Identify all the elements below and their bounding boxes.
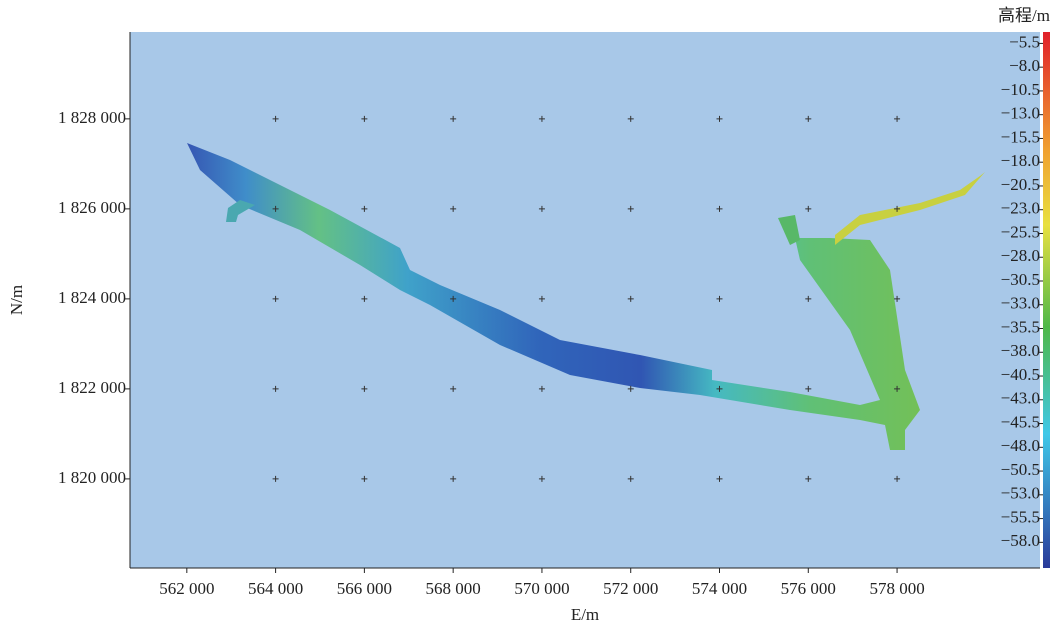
colorbar-tick-label: −20.5 [1001,175,1040,194]
colorbar-tick-label: −8.0 [1009,56,1040,75]
colorbar-tick-label: −55.5 [1001,507,1040,526]
y-tick-label: 1 828 000 [58,108,126,127]
colorbar-tick-label: −33.0 [1001,294,1040,313]
colorbar-tick-label: −5.5 [1009,32,1040,51]
colorbar-tick-label: −25.5 [1001,222,1040,241]
colorbar-tick-label: −50.5 [1001,460,1040,479]
x-tick-label: 574 000 [692,579,747,598]
colorbar-tick-label: −30.5 [1001,270,1040,289]
chart: 高程/m E/m N/m 562 000 564 000 566 000 568 00… [0,0,1056,631]
colorbar-tick-label: −15.5 [1001,127,1040,146]
y-tick-label: 1 826 000 [58,198,126,217]
colorbar-tick-label: −38.0 [1001,341,1040,360]
x-tick-label: 576 000 [781,579,836,598]
colorbar-tick-label: −45.5 [1001,412,1040,431]
y-tick-label: 1 822 000 [58,378,126,397]
colorbar-tick-label: −18.0 [1001,151,1040,170]
x-axis-label: E/m [571,605,599,624]
x-tick-label: 566 000 [337,579,392,598]
colorbar-tick-label: −40.5 [1001,365,1040,384]
y-tick-label: 1 820 000 [58,468,126,487]
x-tick-label: 572 000 [603,579,658,598]
colorbar-tick-label: −35.5 [1001,317,1040,336]
map-background [130,32,1040,568]
colorbar-tick-label: −43.0 [1001,389,1040,408]
colorbar-tick-label: −58.0 [1001,531,1040,550]
colorbar-title: 高程/m [998,6,1050,25]
colorbar-tick-label: −13.0 [1001,104,1040,123]
y-axis-label: N/m [7,285,26,315]
x-tick-label: 568 000 [426,579,481,598]
x-tick-label: 570 000 [514,579,569,598]
colorbar-tick-label: −23.0 [1001,199,1040,218]
y-tick-label: 1 824 000 [58,288,126,307]
colorbar-tick-label: −53.0 [1001,484,1040,503]
x-tick-label: 562 000 [159,579,214,598]
x-tick-label: 578 000 [869,579,924,598]
colorbar-tick-label: −48.0 [1001,436,1040,455]
colorbar-tick-label: −10.5 [1001,80,1040,99]
colorbar [1043,32,1050,568]
colorbar-tick-label: −28.0 [1001,246,1040,265]
x-tick-label: 564 000 [248,579,303,598]
